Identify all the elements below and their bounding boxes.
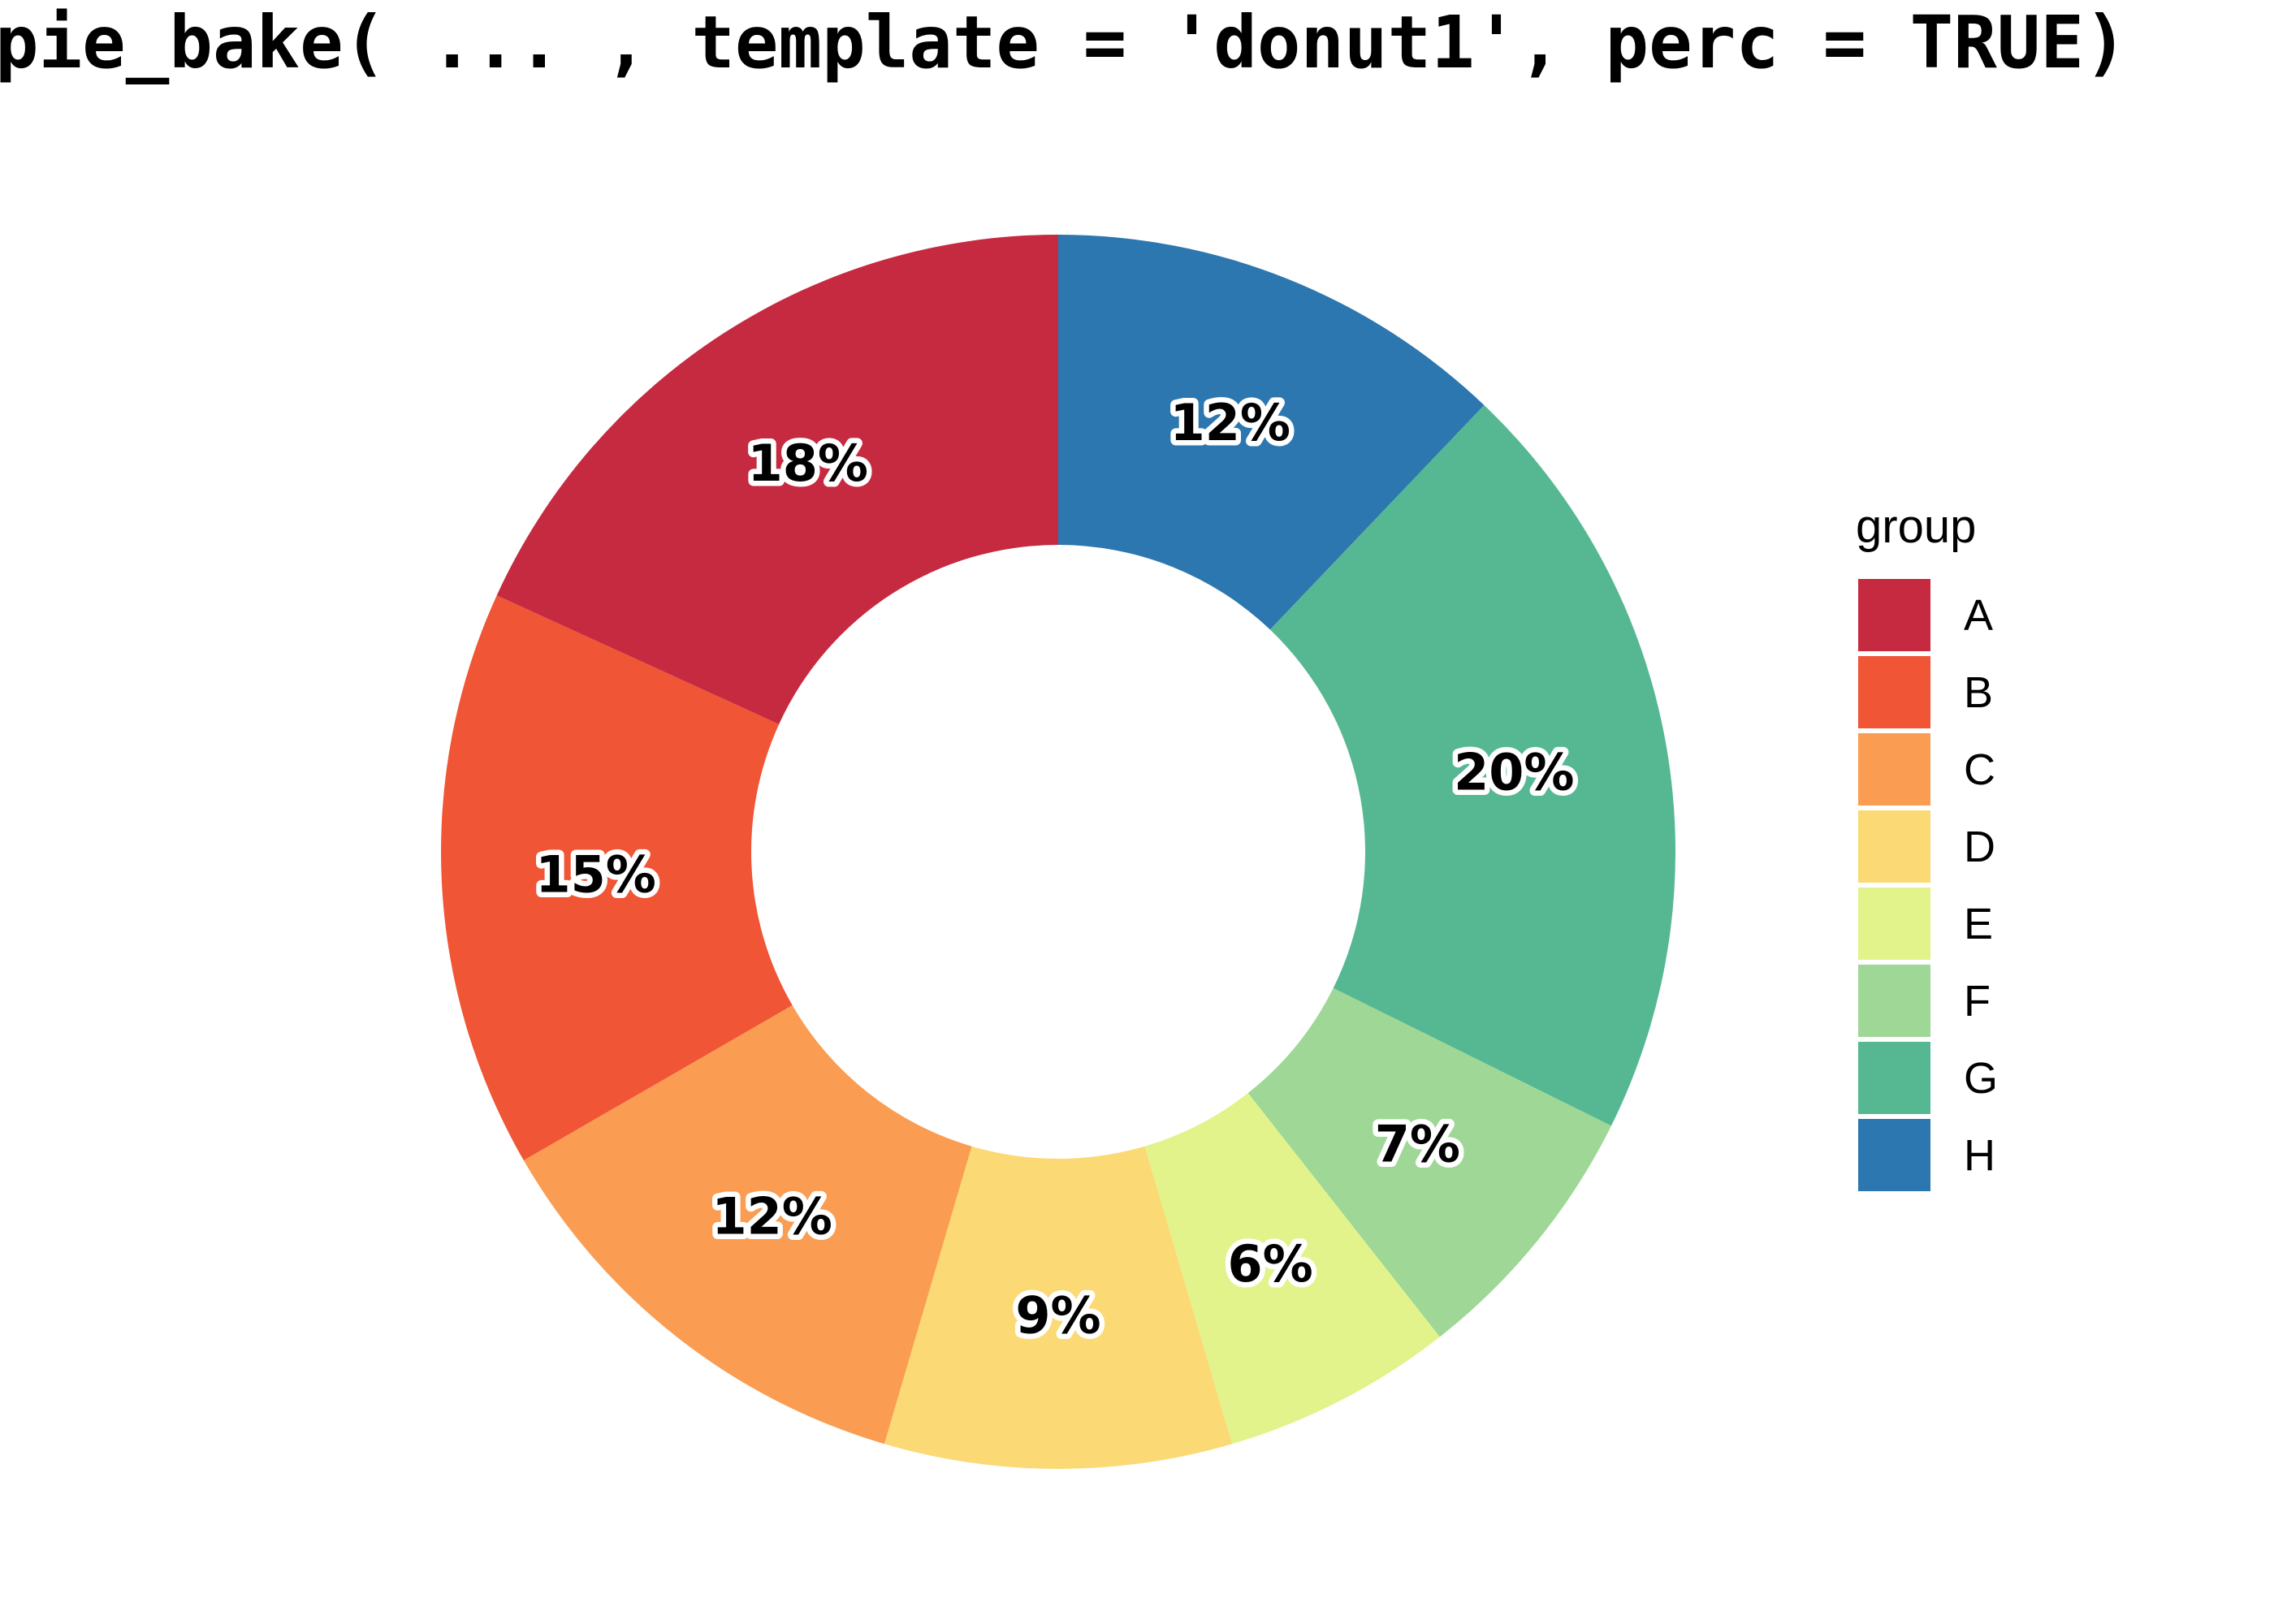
legend-item-C: C	[1858, 733, 1995, 806]
donut-slice-E	[1144, 1093, 1440, 1445]
legend-item-G: G	[1858, 1042, 1998, 1114]
donut-slice-F	[1247, 987, 1611, 1337]
legend-item-B: B	[1858, 656, 1993, 728]
slice-label-F: 7%	[1375, 1115, 1460, 1174]
donut-slices	[440, 234, 1676, 1469]
legend-label-E: E	[1964, 899, 1994, 948]
legend-swatch-H	[1858, 1119, 1930, 1191]
donut-slice-G	[1269, 404, 1676, 1126]
donut-slice-H	[1058, 235, 1485, 630]
legend-item-A: A	[1858, 579, 1993, 651]
legend-swatch-G	[1858, 1042, 1930, 1114]
legend-item-D: D	[1858, 810, 1995, 883]
legend-label-H: H	[1964, 1130, 1995, 1180]
legend-swatch-F	[1858, 965, 1930, 1037]
legend-title: group	[1856, 500, 1977, 553]
legend-swatch-E	[1858, 888, 1930, 960]
legend-item-H: H	[1858, 1119, 1995, 1191]
slice-label-E: 6%	[1228, 1234, 1313, 1294]
legend-swatch-D	[1858, 810, 1930, 883]
legend-swatch-B	[1858, 656, 1930, 728]
donut-slice-A	[496, 234, 1058, 724]
donut-slice-D	[884, 1146, 1233, 1469]
legend-item-E: E	[1858, 888, 1993, 960]
legend-label-B: B	[1964, 667, 1994, 717]
donut-slice-labels: 12% 20% 7% 6% 9% 12% 15% 18%	[530, 388, 1580, 1350]
slice-label-H: 12%	[1170, 393, 1290, 452]
legend-label-A: A	[1964, 590, 1994, 640]
slice-label-G: 20%	[1454, 742, 1574, 801]
legend-label-F: F	[1964, 976, 1991, 1026]
legend-label-C: C	[1964, 745, 1995, 794]
legend-label-D: D	[1964, 822, 1995, 871]
legend-item-F: F	[1858, 965, 1991, 1037]
donut-slice-C	[523, 1005, 972, 1445]
legend-swatch-A	[1858, 579, 1930, 651]
donut-slice-B	[440, 595, 793, 1160]
legend-swatch-C	[1858, 733, 1930, 806]
slice-label-B: 15%	[535, 844, 655, 904]
chart-title: pie_bake( ... , template = 'donut1', per…	[0, 0, 2128, 84]
slice-label-A: 18%	[748, 434, 868, 493]
slice-label-D: 9%	[1015, 1285, 1100, 1345]
slice-label-C: 12%	[711, 1186, 832, 1246]
legend-label-G: G	[1964, 1053, 1999, 1103]
